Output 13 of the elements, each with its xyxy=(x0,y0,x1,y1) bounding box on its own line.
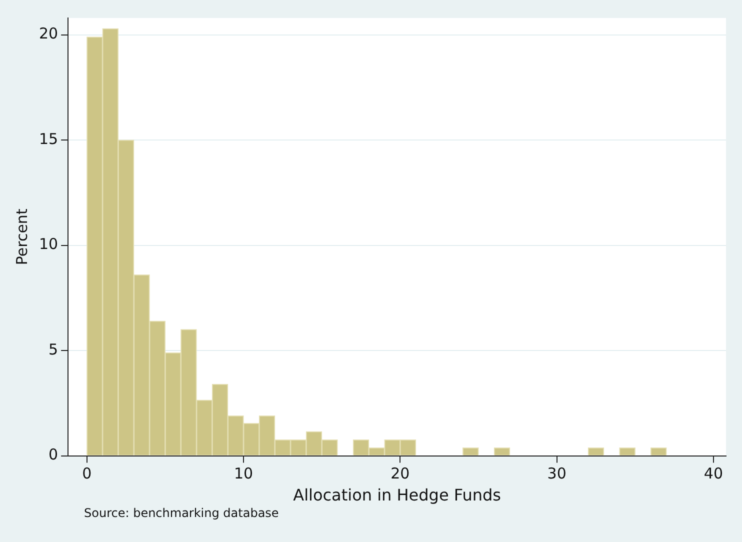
x-axis-title: Allocation in Hedge Funds xyxy=(293,486,501,505)
y-tick-label: 10 xyxy=(38,235,58,254)
x-tick-label: 20 xyxy=(390,464,410,483)
y-axis-title: Percent xyxy=(12,208,31,266)
y-tick-label: 0 xyxy=(48,446,58,464)
y-tick-label: 15 xyxy=(38,130,58,148)
y-tick-label: 20 xyxy=(38,24,58,43)
x-tick-label: 30 xyxy=(547,464,566,483)
source-note: Source: benchmarking database xyxy=(84,506,279,520)
x-tick-label: 40 xyxy=(704,464,724,483)
x-tick-label: 10 xyxy=(234,464,254,483)
y-tick-label: 5 xyxy=(48,340,58,358)
x-tick-label: 0 xyxy=(82,464,92,483)
